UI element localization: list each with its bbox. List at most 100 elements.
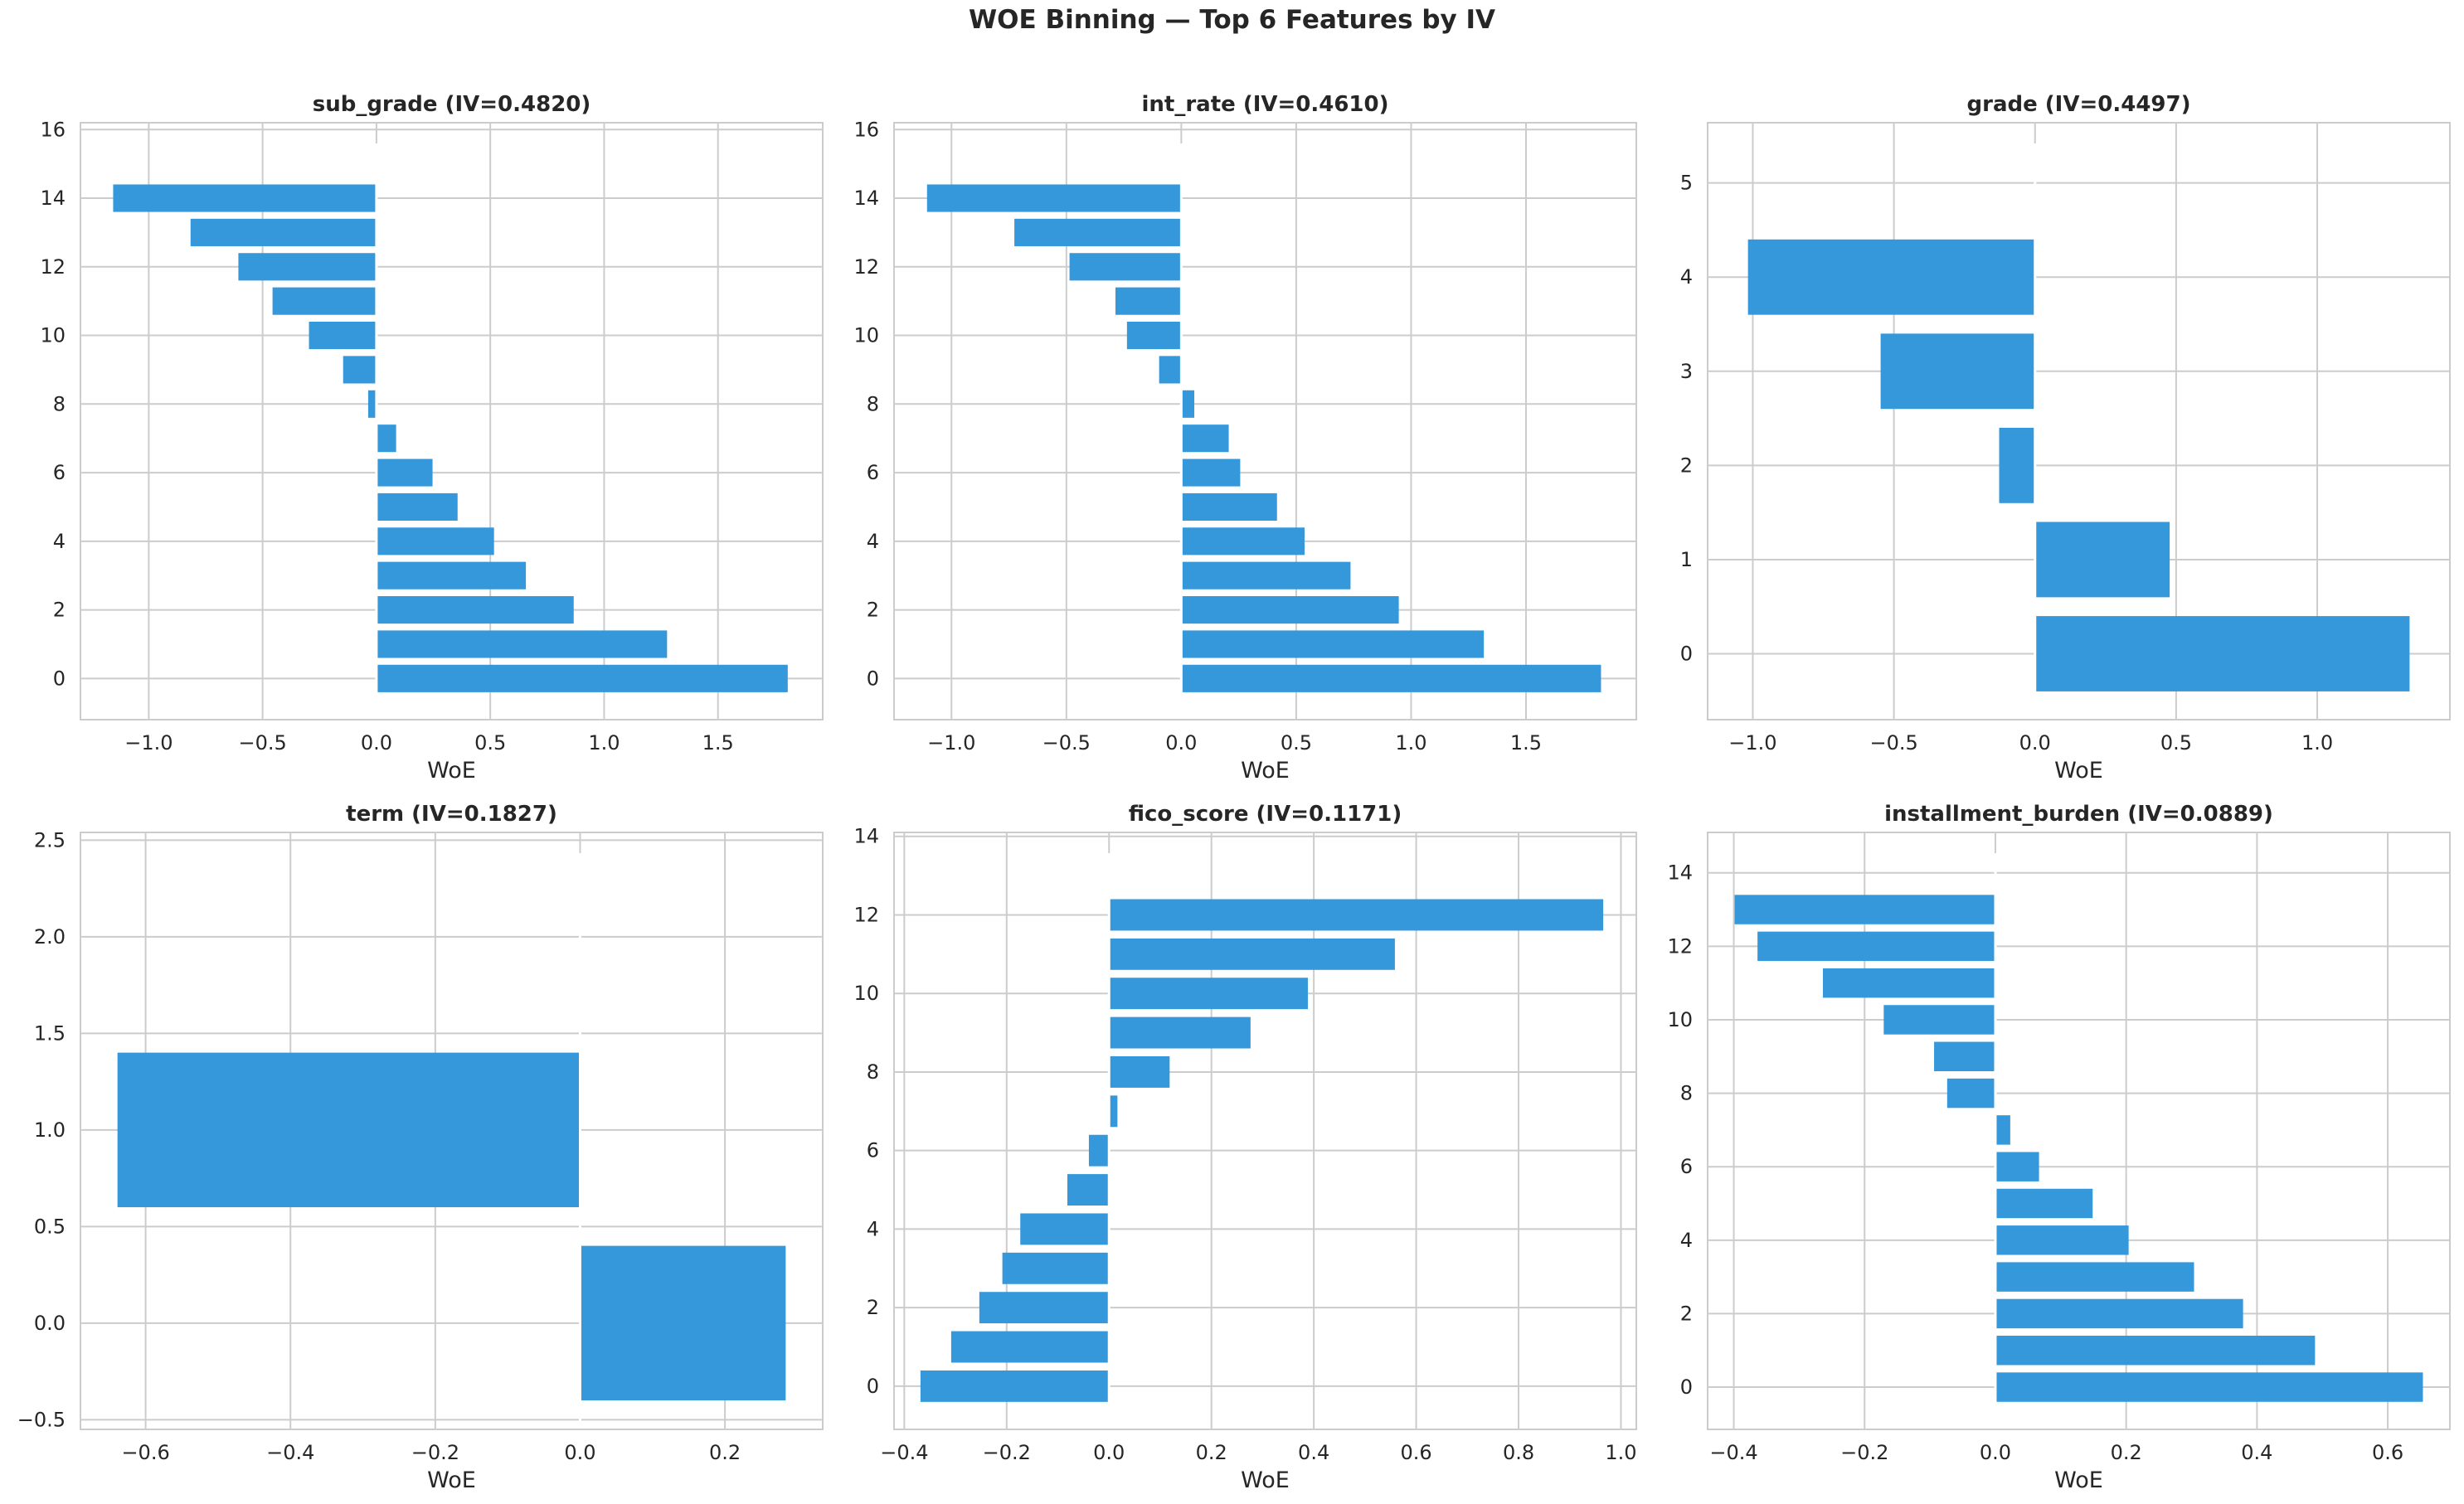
- y-tick-label: 14: [40, 187, 66, 210]
- bar-bin-7: [1182, 425, 1229, 453]
- plot-frame: [893, 832, 1637, 1430]
- x-tick-label: 0.5: [1281, 731, 1312, 754]
- y-tick-label: 3: [1680, 360, 1693, 383]
- x-tick-label: −0.5: [238, 731, 286, 754]
- x-tick-label: 0.5: [2160, 731, 2192, 754]
- y-tick-label: 2: [1680, 454, 1693, 477]
- x-tick-label: −0.4: [880, 1441, 928, 1464]
- y-tick-label: 6: [867, 461, 879, 484]
- bar-bin-6: [1088, 1134, 1109, 1167]
- y-tick-label: 14: [853, 825, 879, 848]
- y-tick-label: 4: [1680, 1229, 1693, 1252]
- bar-bin-12: [1757, 931, 1995, 962]
- y-tick-label: 10: [853, 324, 879, 347]
- x-tick-label: 0.0: [361, 731, 392, 754]
- y-tick-label: 8: [867, 1060, 879, 1084]
- x-tick-label: 1.5: [702, 731, 734, 754]
- y-tick-label: 0.0: [34, 1312, 66, 1335]
- y-tick-label: 0: [1680, 643, 1693, 666]
- bar-bin-5: [1182, 492, 1277, 521]
- bar-bin-3: [377, 561, 527, 589]
- y-tick-label: 16: [40, 118, 66, 141]
- bar-bin-3: [1880, 333, 2034, 410]
- x-tick-label: −1.0: [927, 731, 975, 754]
- y-tick-label: 8: [1680, 1082, 1693, 1105]
- subplot-2: −1.0 −0.5 0.0 0.5 1.0 1.5 0 2 4 6 8 10 12 14 16 WoE int_…: [853, 92, 1637, 784]
- bar-bin-6: [1182, 458, 1241, 487]
- y-tick-label: 4: [1680, 265, 1693, 289]
- x-tick-label: −1.0: [124, 731, 173, 754]
- x-tick-label: 1.0: [1395, 731, 1426, 754]
- plot-frame: [893, 122, 1637, 720]
- subplot-6: −0.4 −0.2 0.0 0.2 0.4 0.6 0 2 4 6 8 10 12 14 WoE instal…: [1667, 802, 2451, 1493]
- bar-bin-5: [1067, 1174, 1109, 1206]
- bar-bin-12: [1069, 253, 1181, 281]
- bar-bin-8: [1182, 390, 1194, 418]
- bar-bin-12: [1110, 899, 1604, 931]
- bar-bin-6: [377, 458, 433, 487]
- bar-bin-2: [979, 1292, 1109, 1324]
- y-tick-label: 5: [1680, 172, 1693, 195]
- bar-bin-8: [1946, 1078, 1995, 1109]
- subplot-4: −0.6 −0.4 −0.2 0.0 0.2 −0.5 0.0 0.5 1.0 1.5 2.0 2.5…: [17, 802, 824, 1493]
- bar-bin-4: [1182, 527, 1305, 556]
- y-tick-label: 6: [867, 1139, 879, 1162]
- plot-area: [80, 123, 823, 720]
- plot-frame: [1707, 122, 2451, 720]
- y-tick-label: 4: [867, 530, 879, 553]
- bar-bin-14: [926, 184, 1181, 212]
- x-tick-label: −1.0: [1728, 731, 1776, 754]
- bar-bin-1: [377, 630, 668, 658]
- x-tick-label: −0.4: [266, 1441, 314, 1464]
- plot-frame: [80, 832, 824, 1430]
- bar-bin-4: [1995, 1225, 2129, 1255]
- bar-bin-13: [1734, 895, 1995, 924]
- bar-bin-8: [1110, 1056, 1170, 1088]
- bar-bin-7: [1995, 1115, 2010, 1145]
- bar-bin-2: [1182, 596, 1399, 624]
- y-tick-label: 2: [1680, 1302, 1693, 1325]
- y-tick-label: 10: [40, 324, 66, 347]
- bar-bin-0: [1995, 1372, 2423, 1402]
- y-tick-label: 8: [867, 392, 879, 415]
- bar-bin-5: [1995, 1188, 2093, 1219]
- bar-bin-7: [1110, 1095, 1118, 1128]
- plot-frame: [80, 122, 824, 720]
- bar-bin-0: [1182, 664, 1601, 692]
- x-tick-label: −0.2: [1840, 1441, 1888, 1464]
- x-tick-label: −0.5: [1042, 731, 1091, 754]
- bar-bin-14: [113, 184, 376, 212]
- y-tick-label: 2: [867, 599, 879, 622]
- bar-bin-0: [581, 1245, 786, 1401]
- x-axis-label: WoE: [427, 758, 476, 784]
- bar-bin-1: [950, 1331, 1109, 1363]
- subplot-title: installment_burden (IV=0.0889): [1884, 802, 2273, 827]
- bar-bin-9: [1934, 1041, 1995, 1071]
- y-tick-label: 1.5: [34, 1021, 66, 1045]
- x-axis-label: WoE: [1241, 1468, 1290, 1493]
- x-tick-label: 0.6: [2372, 1441, 2403, 1464]
- x-tick-label: 0.0: [1980, 1441, 2011, 1464]
- bar-bin-10: [309, 322, 376, 350]
- bar-bin-2: [1999, 427, 2034, 503]
- subplot-title: grade (IV=0.4497): [1967, 92, 2191, 117]
- bar-bin-10: [1110, 978, 1308, 1010]
- subplot-title: fico_score (IV=0.1171): [1129, 802, 1402, 827]
- y-tick-label: 0: [53, 667, 66, 690]
- y-tick-label: −0.5: [17, 1408, 66, 1431]
- y-tick-label: 12: [853, 255, 879, 279]
- x-tick-label: 0.0: [2019, 731, 2051, 754]
- plot-frame: [1707, 832, 2451, 1430]
- x-tick-label: 1.0: [1605, 1441, 1636, 1464]
- x-tick-label: 0.4: [1298, 1441, 1329, 1464]
- bar-bin-9: [343, 356, 376, 384]
- y-tick-label: 12: [1667, 934, 1693, 958]
- y-tick-label: 12: [40, 255, 66, 279]
- x-tick-label: 0.6: [1401, 1441, 1432, 1464]
- x-tick-label: 0.2: [709, 1441, 741, 1464]
- y-tick-label: 0: [867, 1375, 879, 1398]
- bar-bin-11: [1115, 287, 1181, 315]
- y-tick-label: 0: [1680, 1375, 1693, 1399]
- bar-bin-2: [377, 596, 574, 624]
